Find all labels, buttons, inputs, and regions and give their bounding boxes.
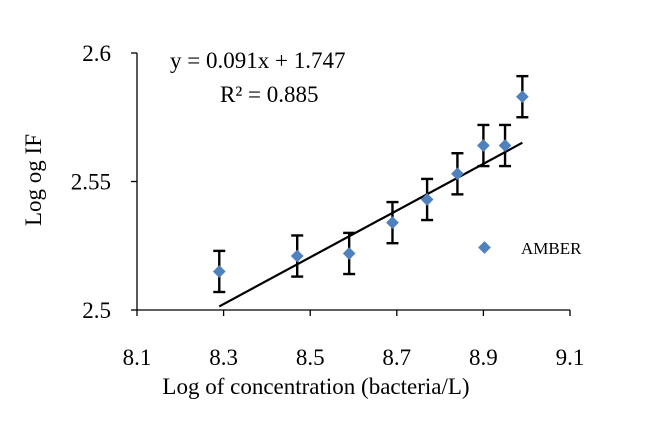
data-point [290, 234, 304, 278]
ticks: 8.1 8.3 8.5 8.7 8.9 9.1 2.5 2.55 2.6 [71, 41, 585, 370]
y-tick-label: 2.6 [82, 41, 111, 66]
x-tick-label: 8.3 [209, 345, 238, 370]
data-marker [290, 249, 304, 263]
legend-label: AMBER [521, 239, 582, 258]
trendline [218, 141, 523, 308]
data-point [451, 152, 464, 196]
trendline-r-squared: R² = 0.885 [220, 82, 318, 107]
x-tick-label: 8.7 [382, 345, 411, 370]
axes [136, 53, 570, 311]
data-point [212, 249, 226, 294]
data-point [342, 231, 356, 276]
data-marker [498, 139, 512, 152]
data-marker [342, 247, 356, 260]
legend: AMBER [478, 239, 582, 258]
y-axis-title: Log og IF [21, 134, 46, 226]
data-point [477, 123, 490, 168]
data-marker [516, 90, 529, 104]
data-marker [451, 167, 464, 181]
trendline-equation: y = 0.091x + 1.747 [170, 48, 345, 73]
x-tick-label: 8.5 [296, 345, 325, 370]
x-tick-label: 9.1 [556, 345, 585, 370]
plot-area [212, 74, 529, 308]
data-marker [386, 216, 399, 229]
data-point [516, 74, 529, 119]
data-point [498, 123, 512, 168]
data-marker [212, 265, 226, 278]
x-tick-label: 8.1 [123, 345, 152, 370]
data-marker [420, 193, 434, 206]
legend-marker [478, 241, 491, 254]
data-point [386, 200, 399, 245]
y-tick-label: 2.5 [82, 298, 111, 323]
data-marker [477, 139, 490, 152]
x-tick-label: 8.9 [469, 345, 498, 370]
y-tick-label: 2.55 [71, 170, 111, 195]
x-axis-title: Log of concentration (bacteria/L) [162, 374, 469, 399]
data-point [420, 177, 434, 222]
